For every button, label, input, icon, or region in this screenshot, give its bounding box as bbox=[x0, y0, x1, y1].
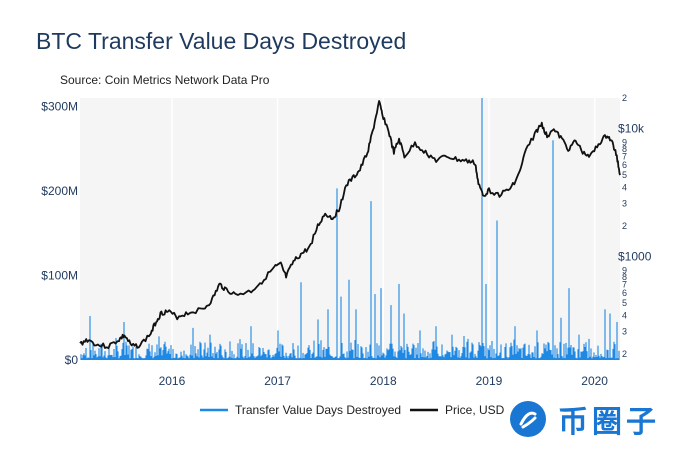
price-series bbox=[79, 100, 621, 350]
y-axis-left: $0 $100M $200M $300M bbox=[41, 99, 78, 367]
y-right-minor-label: 5 bbox=[622, 298, 627, 308]
x-axis: 2016 2017 2018 2019 2020 bbox=[159, 374, 609, 388]
y-right-minor-label: 8 bbox=[622, 144, 627, 154]
tvdd-series bbox=[80, 98, 620, 360]
grid-lines bbox=[171, 98, 596, 360]
y-right-minor-label: 4 bbox=[622, 311, 627, 321]
y-right-minor-label: 6 bbox=[622, 160, 627, 170]
y-right-minor-label: 7 bbox=[622, 279, 627, 289]
watermark-text: 币圈子 bbox=[558, 405, 660, 440]
y-left-tick-label: $100M bbox=[41, 268, 78, 282]
y-right-minor-label: 8 bbox=[622, 272, 627, 282]
plot-background bbox=[80, 98, 620, 360]
chart-title: BTC Transfer Value Days Destroyed bbox=[36, 28, 407, 54]
y-right-minor-label: 4 bbox=[622, 183, 627, 193]
legend-label-tvdd: Transfer Value Days Destroyed bbox=[235, 403, 401, 417]
y-right-minor-label: 7 bbox=[622, 151, 627, 161]
y-right-minor-label: 2 bbox=[622, 221, 627, 231]
y-right-major-label: $1000 bbox=[618, 250, 652, 264]
y-right-minor-label: 9 bbox=[622, 265, 627, 275]
x-tick-label-2019: 2019 bbox=[476, 374, 503, 388]
legend: Transfer Value Days Destroyed Price, USD bbox=[200, 403, 505, 417]
y-left-tick-label: $200M bbox=[41, 184, 78, 198]
y-left-tick-label: $0 bbox=[65, 353, 79, 367]
y-right-minor-label: 3 bbox=[622, 327, 627, 337]
watermark: 币圈子 bbox=[508, 388, 700, 450]
y-right-minor-label: 3 bbox=[622, 199, 627, 209]
watermark-logo-icon bbox=[510, 401, 546, 437]
x-tick-label-2016: 2016 bbox=[159, 374, 186, 388]
y-right-minor-label: 5 bbox=[622, 170, 627, 180]
x-tick-label-2018: 2018 bbox=[370, 374, 397, 388]
y-right-minor-label: 6 bbox=[622, 288, 627, 298]
x-tick-label-2017: 2017 bbox=[264, 374, 291, 388]
x-tick-label-2020: 2020 bbox=[581, 374, 608, 388]
y-right-major-label: $10k bbox=[618, 122, 645, 136]
y-right-minor-label: 9 bbox=[622, 137, 627, 147]
legend-label-price: Price, USD bbox=[445, 403, 505, 417]
price-line bbox=[79, 100, 621, 350]
y-left-tick-label: $300M bbox=[41, 99, 78, 113]
y-right-minor-label: 2 bbox=[622, 349, 627, 359]
y-right-minor-label: 2 bbox=[622, 93, 627, 103]
chart-subtitle: Source: Coin Metrics Network Data Pro bbox=[60, 73, 270, 87]
